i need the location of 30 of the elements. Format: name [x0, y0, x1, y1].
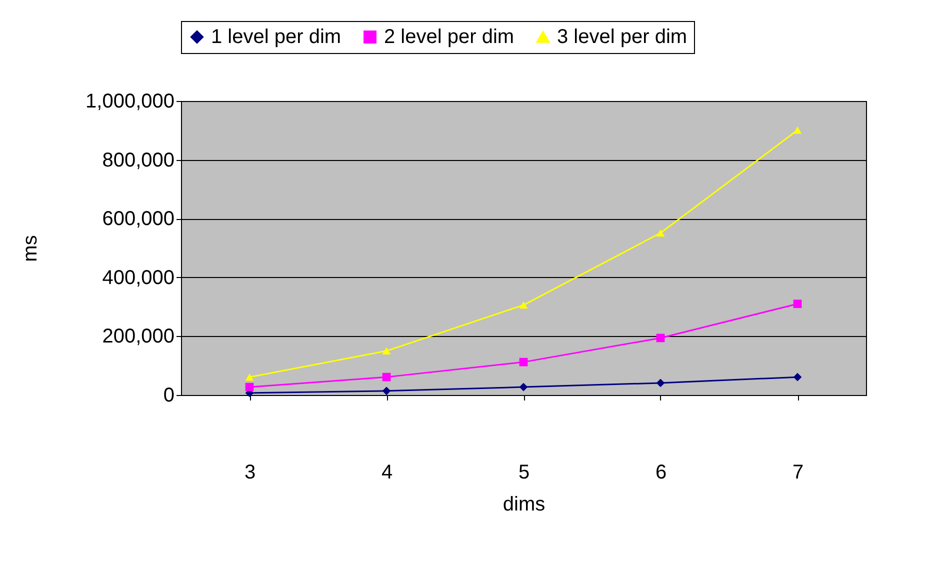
point: [519, 358, 528, 366]
legend-label: 1 level per dim: [211, 26, 342, 48]
y-tick-label: 0: [163, 384, 174, 406]
point: [656, 229, 665, 237]
x-tick-label: 4: [381, 462, 393, 484]
legend-label: 2 level per dim: [384, 26, 514, 48]
point: [382, 347, 391, 355]
x-axis-title: dims: [502, 494, 546, 516]
point: [382, 372, 391, 382]
y-tick-label: 600,000: [102, 208, 174, 230]
y-tick-label: 200,000: [102, 326, 174, 348]
point: [793, 300, 802, 308]
point: [245, 373, 254, 381]
point: [519, 301, 528, 309]
x-tick-label: 6: [655, 462, 667, 484]
point: [793, 372, 802, 382]
point: [656, 334, 665, 342]
point: [382, 386, 391, 396]
y-axis-title: ms: [20, 235, 42, 262]
point: [519, 382, 528, 392]
point: [656, 378, 665, 388]
y-tick-label: 1,000,000: [86, 90, 174, 112]
y-tick-label: 800,000: [102, 149, 174, 172]
x-tick-label: 5: [518, 462, 530, 484]
point: [245, 382, 254, 392]
point: [793, 126, 802, 134]
legend-label: 3 level per dim: [557, 26, 688, 48]
x-tick-label: 7: [792, 462, 804, 484]
y-tick-label: 400,000: [102, 266, 174, 289]
x-tick-label: 3: [244, 462, 256, 484]
